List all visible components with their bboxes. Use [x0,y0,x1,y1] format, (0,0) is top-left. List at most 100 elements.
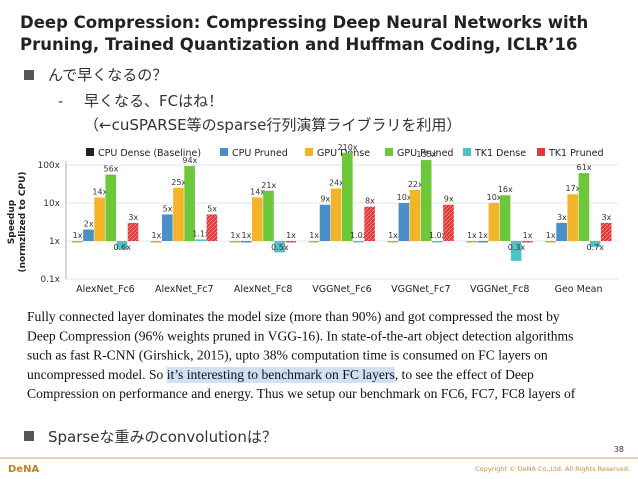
value-label: 25x [171,178,186,187]
bullet-text: んで早くなるの？ [48,66,167,84]
logo: DeNA [8,464,39,475]
value-label: 210x [338,143,358,152]
value-label: 2x [84,220,94,229]
bar [173,187,184,241]
bar [567,194,579,241]
value-label: 1.1x [192,229,210,238]
bar [364,206,375,241]
value-label: 1x [523,231,533,240]
excerpt-line: Deep Compression (96% weights pruned in … [27,328,573,344]
bar [72,241,83,243]
bar [420,160,432,241]
value-label: 21x [261,181,276,190]
legend-swatch [86,148,94,156]
bar [274,241,285,253]
legend-label: CPU Pruned [232,148,288,159]
bar [229,241,241,243]
y-tick-label: 10x [43,199,60,209]
bar [162,214,173,241]
value-label: 9x [320,195,330,204]
excerpt-line: uncompressed model. So it’s interesting … [27,367,534,382]
value-label: 1x [230,231,240,240]
value-label: 14x [250,187,265,196]
bar [184,166,195,241]
value-label: 3x [557,213,567,222]
bar [105,174,117,241]
bar [522,241,533,243]
value-label: 14x [92,187,107,196]
x-tick-label: AlexNet_Fc7 [155,284,214,295]
legend-label: TK1 Dense [474,148,526,159]
value-label: 1x [467,231,477,240]
bar [195,239,207,241]
bar [398,203,410,241]
value-label: 17x [566,184,581,193]
value-label: 3x [602,213,612,222]
x-tick-label: AlexNet_Fc8 [234,284,293,295]
value-label: 16x [498,185,513,194]
bar [477,241,489,243]
legend-swatch [385,148,393,156]
legend-label: GPU Pruned [397,148,453,159]
sub-bullet: （←cuSPARSE等のsparse行列演算ライブラリを利用） [84,116,461,134]
bar [545,241,556,243]
value-label: 1.0x [429,231,447,240]
bar [127,222,139,241]
value-label: 0.7x [587,243,605,252]
value-label: 56x [104,165,119,174]
excerpt-line: such as fast R-CNN (Girshick, 2015), upt… [27,348,548,364]
y-tick-label: 100x [37,161,60,171]
legend-swatch [220,148,228,156]
value-label: 0.5x [271,243,289,252]
y-axis-label-line: Speedup [7,199,17,244]
page-number: 38 [614,445,624,454]
value-label: 1.0x [350,231,368,240]
bar [466,241,477,243]
bar [94,197,105,241]
value-label: 9x [444,195,454,204]
legend-swatch [537,148,545,156]
bar [443,204,454,241]
value-label: 24x [329,179,344,188]
bar [240,241,252,243]
bar [330,188,342,241]
excerpt-line: Compression on performance and energy. T… [27,386,576,401]
dash: - [58,94,63,110]
value-label: 22x [408,180,423,189]
highlight [166,366,395,383]
value-label: 10x [397,193,412,202]
x-tick-label: VGGNet_Fc8 [470,284,529,295]
legend-swatch [463,148,471,156]
bar [263,190,274,241]
value-label: 1x [152,231,162,240]
y-axis-label: Speedup(normzlized to CPU) [7,171,28,272]
bar [83,229,94,241]
chart: 0.1x 1x 10x 100x Speedup(normzlized to CPU) C… [7,143,618,295]
value-label: 1x [546,231,556,240]
value-label: 10x [487,193,502,202]
x-tick-label: VGGNet_Fc6 [312,284,371,295]
bar [556,222,567,241]
y-tick-label: 0.1x [40,275,60,285]
bar [600,222,612,241]
value-label: 1x [242,231,252,240]
excerpt-text: uncompressed model. So [27,367,167,382]
sub-bullet: 早くなる、FCはね！ [84,92,223,110]
bar [308,241,320,243]
bar [206,214,218,241]
excerpt-text: , to see the effect of Deep [395,367,534,382]
value-label: 5x [207,204,217,213]
legend-label: TK1 Pruned [548,148,603,159]
value-label: 94x [182,156,197,165]
value-label: 8x [365,197,375,206]
value-label: 5x [163,204,173,213]
bar [116,241,128,250]
bar [150,241,162,243]
slide-title: Pruning, Trained Quantization and Huffma… [20,35,577,54]
value-label: 0.6x [113,243,131,252]
value-label: 1x [388,231,398,240]
bar [387,241,399,243]
bar [409,189,421,241]
value-label: 0.3x [508,243,526,252]
